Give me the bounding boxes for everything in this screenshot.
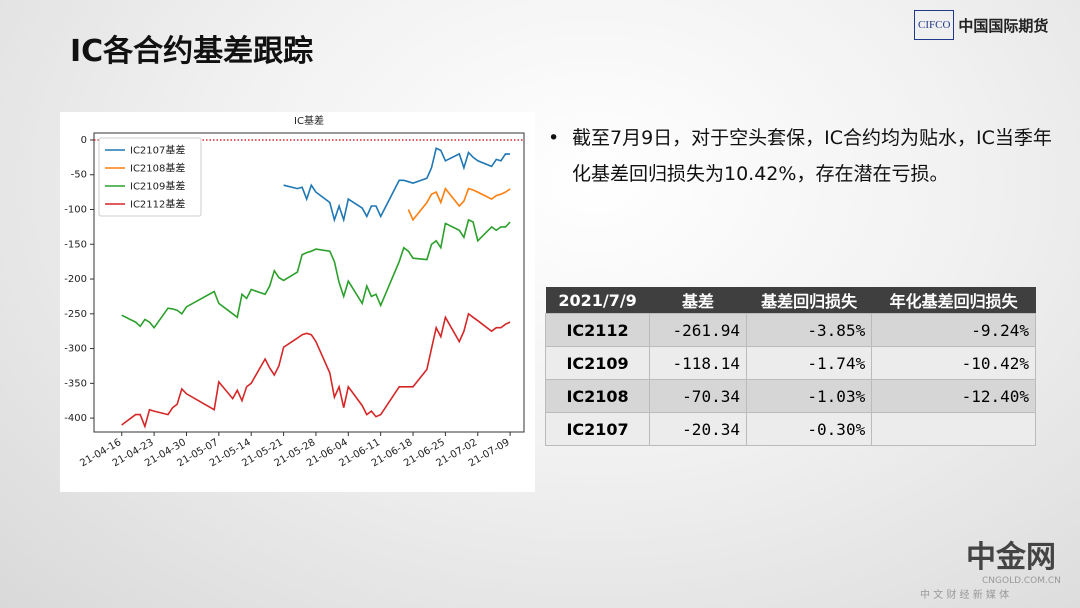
table-cell: -118.14 <box>649 346 747 380</box>
table-cell <box>871 412 1036 446</box>
watermark-name: 中金网 <box>966 540 1056 575</box>
table-cell: -0.30% <box>745 412 873 446</box>
y-tick-label: -300 <box>64 344 87 355</box>
logo: CIFCO 中国国际期货 <box>914 10 1048 40</box>
chart-title: IC基差 <box>294 114 324 127</box>
y-tick-label: 0 <box>81 135 87 146</box>
series-line <box>121 312 511 429</box>
series-line <box>407 186 511 222</box>
watermark: 中金网 CNGOLD.COM.CN 中 文 财 经 新 媒 体 <box>920 532 1061 601</box>
table-cell: -1.74% <box>745 346 873 380</box>
logo-mark: CIFCO <box>914 10 955 40</box>
legend-box <box>98 137 202 217</box>
legend-label: IC2109基差 <box>130 180 185 193</box>
table-cell: IC2107 <box>544 412 651 446</box>
table-row: IC2107 -20.34 -0.30% <box>544 412 1036 446</box>
chart: IC基差 0-50-100-150-200-250-300-350-40021-… <box>60 112 535 492</box>
table-header-cell: 基差回归损失 <box>746 287 872 314</box>
series-line <box>121 218 511 330</box>
y-tick-label: -350 <box>64 378 87 389</box>
bullet-text: 截至7月9日，对于空头套保，IC合约均为贴水，IC当季年化基差回归损失为10.4… <box>548 120 1056 192</box>
y-tick-label: -50 <box>71 170 87 181</box>
table-header-cell: 基差 <box>649 287 747 314</box>
slide-title: IC各合约基差跟踪 <box>70 34 314 69</box>
y-tick-label: -400 <box>64 413 87 424</box>
legend: IC2107基差 IC2108基差 IC2109基差 IC2112基差 <box>98 137 202 217</box>
table-cell: -3.85% <box>745 313 873 347</box>
legend-label: IC2108基差 <box>130 162 185 175</box>
table-row: IC2109 -118.14 -1.74% -10.42% <box>544 346 1036 380</box>
plot-frame <box>93 132 525 433</box>
table-cell: IC2109 <box>544 346 651 380</box>
logo-text: 中国国际期货 <box>958 16 1049 35</box>
table-cell: IC2112 <box>544 313 651 347</box>
table-cell: -10.42% <box>871 346 1036 380</box>
data-table: 2021/7/9 基差 基差回归损失 年化基差回归损失 IC2112 -261.94 -3.… <box>544 287 1036 446</box>
table-header-cell: 2021/7/9 <box>545 287 650 314</box>
legend-label: IC2107基差 <box>130 144 185 157</box>
table-cell: -1.03% <box>745 379 873 413</box>
y-tick-label: -100 <box>64 204 87 215</box>
watermark-site: CNGOLD.COM.CN <box>982 576 1061 586</box>
legend-label: IC2112基差 <box>130 198 185 211</box>
table-cell: -70.34 <box>649 379 747 413</box>
table-cell: -9.24% <box>871 313 1036 347</box>
table-row: IC2108 -70.34 -1.03% -12.40% <box>544 379 1036 413</box>
y-tick-label: -200 <box>64 274 87 285</box>
table-cell: -261.94 <box>649 313 747 347</box>
table-cell: -12.40% <box>871 379 1036 413</box>
series-line <box>283 147 511 223</box>
y-tick-label: -250 <box>64 309 87 320</box>
watermark-slogan: 中 文 财 经 新 媒 体 <box>920 590 1010 601</box>
y-tick-label: -150 <box>64 239 87 250</box>
table-cell: IC2108 <box>544 379 651 413</box>
table-row: IC2112 -261.94 -3.85% -9.24% <box>544 313 1036 347</box>
table-cell: -20.34 <box>649 412 747 446</box>
table-header-cell: 年化基差回归损失 <box>871 287 1036 314</box>
